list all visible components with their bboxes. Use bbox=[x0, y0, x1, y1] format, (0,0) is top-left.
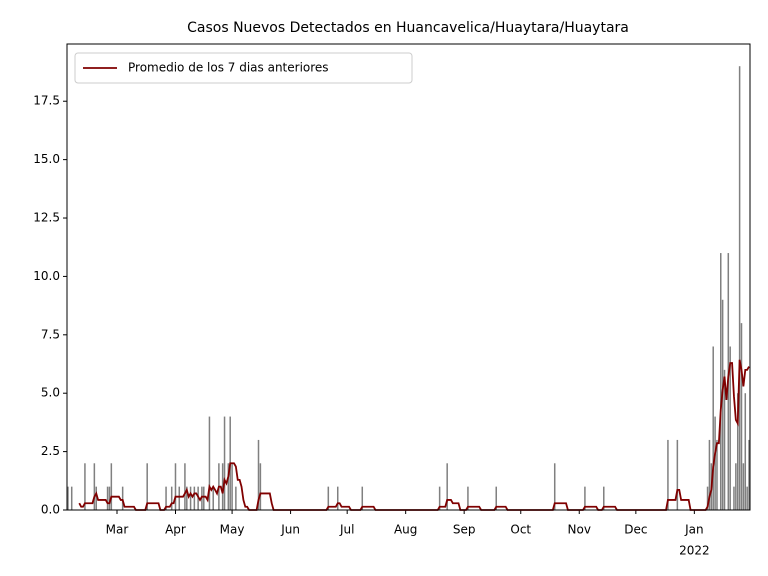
plot-frame bbox=[66, 43, 751, 511]
y-tick-label: 17.5 bbox=[33, 94, 60, 108]
bar bbox=[676, 439, 679, 510]
bar bbox=[495, 486, 497, 510]
x-sublabel: 2022 bbox=[679, 544, 710, 558]
legend-box bbox=[74, 52, 413, 84]
bar bbox=[336, 486, 339, 510]
bar bbox=[744, 393, 747, 510]
bar bbox=[186, 486, 188, 510]
bar bbox=[212, 486, 214, 510]
y-tick-label: 10.0 bbox=[33, 269, 60, 283]
bar bbox=[736, 393, 739, 510]
bar bbox=[740, 323, 743, 510]
legend-label: Promedio de los 7 dias anteriores bbox=[128, 61, 329, 75]
bar bbox=[467, 486, 469, 510]
bar bbox=[446, 463, 448, 510]
bar bbox=[189, 486, 192, 510]
bar bbox=[67, 486, 69, 510]
bar bbox=[720, 253, 722, 510]
y-tick-label: 15.0 bbox=[33, 152, 60, 166]
bar bbox=[259, 463, 262, 510]
x-tick-label: Aug bbox=[394, 523, 417, 537]
bar bbox=[235, 486, 237, 510]
bar bbox=[721, 299, 724, 510]
bar bbox=[203, 486, 205, 510]
bar bbox=[208, 416, 211, 510]
bar bbox=[716, 439, 718, 510]
bar bbox=[603, 486, 605, 510]
bar bbox=[257, 439, 260, 510]
bar bbox=[584, 486, 586, 510]
x-tick-label: Sep bbox=[453, 523, 476, 537]
bar bbox=[733, 486, 735, 510]
y-tick-label: 12.5 bbox=[33, 211, 60, 225]
x-tick-label: Mar bbox=[106, 523, 129, 537]
bar bbox=[193, 486, 196, 510]
bar bbox=[184, 463, 186, 510]
bar bbox=[729, 346, 731, 510]
bar bbox=[746, 486, 748, 510]
bar bbox=[231, 463, 233, 510]
y-tick-label: 2.5 bbox=[41, 444, 60, 458]
x-tick-label: Jan bbox=[684, 523, 704, 537]
bar bbox=[706, 486, 709, 510]
x-tick-label: May bbox=[220, 523, 245, 537]
bar bbox=[165, 486, 167, 510]
bar bbox=[327, 486, 330, 510]
bar bbox=[227, 463, 230, 510]
bar bbox=[106, 486, 109, 510]
bar bbox=[110, 463, 113, 510]
chart-title: Casos Nuevos Detectados en Huancavelica/… bbox=[187, 20, 629, 36]
bar bbox=[708, 439, 711, 510]
y-tick-label: 5.0 bbox=[41, 386, 60, 400]
bar bbox=[735, 463, 737, 510]
x-tick-label: Nov bbox=[568, 523, 591, 537]
bar bbox=[93, 463, 96, 510]
bar bbox=[121, 486, 124, 510]
bar bbox=[223, 416, 226, 510]
y-tick-label: 0.0 bbox=[41, 503, 60, 517]
bar bbox=[174, 463, 177, 510]
bar bbox=[361, 486, 364, 510]
bar bbox=[146, 463, 148, 510]
bar bbox=[84, 463, 86, 510]
bar bbox=[221, 463, 224, 510]
bar bbox=[108, 486, 111, 510]
bar bbox=[748, 439, 750, 510]
bar bbox=[70, 486, 73, 510]
bar bbox=[553, 463, 556, 510]
y-tick-label: 7.5 bbox=[41, 327, 60, 341]
bar bbox=[178, 486, 181, 510]
bar bbox=[738, 66, 741, 510]
bar bbox=[712, 346, 714, 510]
x-tick-label: Jul bbox=[339, 523, 354, 537]
bar bbox=[714, 416, 716, 510]
x-tick-label: Oct bbox=[510, 523, 531, 537]
bar bbox=[438, 486, 441, 510]
bar bbox=[742, 463, 745, 510]
x-tick-label: Jun bbox=[280, 523, 300, 537]
x-tick-label: Apr bbox=[165, 523, 186, 537]
bar bbox=[95, 486, 97, 510]
x-tick-label: Dec bbox=[624, 523, 647, 537]
bar bbox=[723, 369, 726, 510]
bar bbox=[170, 486, 173, 510]
bar bbox=[667, 439, 669, 510]
